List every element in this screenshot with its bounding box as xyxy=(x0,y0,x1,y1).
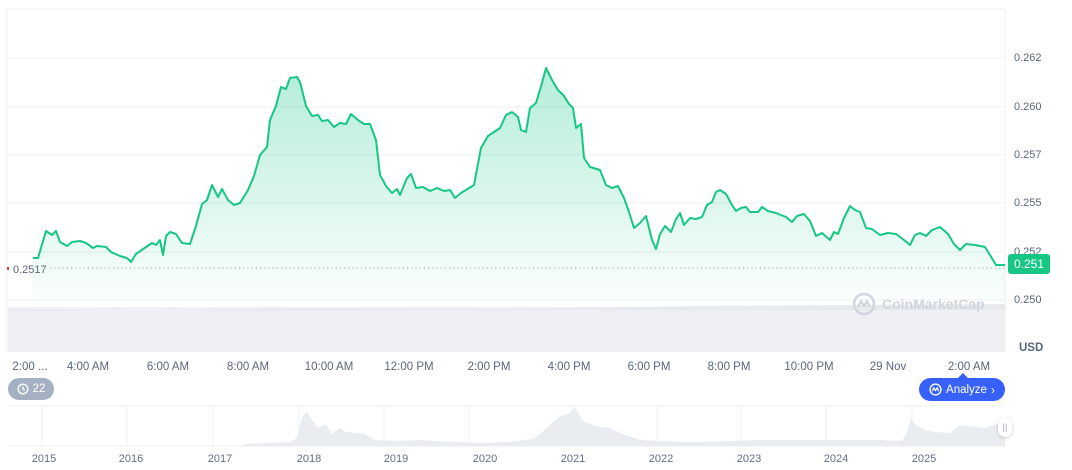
y-tick: 0.262 xyxy=(1014,52,1042,64)
navigator-year: 2018 xyxy=(296,453,322,465)
navigator-year: 2019 xyxy=(383,453,409,465)
navigator-year: 2024 xyxy=(823,453,849,465)
coinmarketcap-logo-icon xyxy=(852,292,876,316)
x-tick: 12:00 PM xyxy=(384,361,434,373)
y-tick: 0.257 xyxy=(1014,149,1042,161)
x-tick: 2:00 PM xyxy=(467,361,511,373)
history-badge[interactable]: 22 xyxy=(8,378,54,400)
x-tick: 2:00 ... xyxy=(12,361,48,373)
x-tick: 6:00 AM xyxy=(146,361,190,373)
x-tick: 10:00 AM xyxy=(304,361,354,373)
volume-bars xyxy=(8,307,1005,352)
x-tick: 10:00 PM xyxy=(784,361,834,373)
navigator-year: 2015 xyxy=(31,453,57,465)
open-price-label: 0.2517 xyxy=(13,264,47,276)
analyze-button[interactable]: Analyze › xyxy=(919,378,1005,401)
navigator-year: 2016 xyxy=(118,453,144,465)
chevron-right-icon: › xyxy=(990,382,995,397)
analyze-icon xyxy=(929,383,942,396)
y-tick: 0.250 xyxy=(1014,294,1042,306)
navigator-year: 2022 xyxy=(648,453,674,465)
x-tick: 8:00 AM xyxy=(226,361,270,373)
x-tick: 8:00 PM xyxy=(707,361,751,373)
currency-label: USD xyxy=(1019,342,1044,354)
open-marker xyxy=(7,267,9,270)
x-tick: 2:00 AM xyxy=(947,361,991,373)
x-tick: 6:00 PM xyxy=(627,361,671,373)
x-tick: 4:00 PM xyxy=(547,361,591,373)
y-tick: 0.260 xyxy=(1014,101,1042,113)
navigator-year: 2017 xyxy=(207,453,233,465)
navigator-year: 2021 xyxy=(560,453,586,465)
analyze-pointer xyxy=(958,373,968,378)
x-tick: 29 Nov xyxy=(869,361,907,373)
current-price-tag: 0.251 xyxy=(1008,254,1050,274)
clock-history-icon xyxy=(17,383,29,395)
y-tick: 0.255 xyxy=(1014,197,1042,209)
navigator-handle[interactable]: || xyxy=(998,417,1012,437)
navigator-area xyxy=(240,408,1005,446)
navigator-year: 2025 xyxy=(911,453,937,465)
navigator-year: 2020 xyxy=(472,453,498,465)
x-tick: 4:00 AM xyxy=(66,361,110,373)
price-line[interactable] xyxy=(33,67,1005,266)
coinmarketcap-watermark: CoinMarketCap xyxy=(852,292,985,316)
navigator-year: 2023 xyxy=(736,453,762,465)
price-area xyxy=(33,68,1005,300)
